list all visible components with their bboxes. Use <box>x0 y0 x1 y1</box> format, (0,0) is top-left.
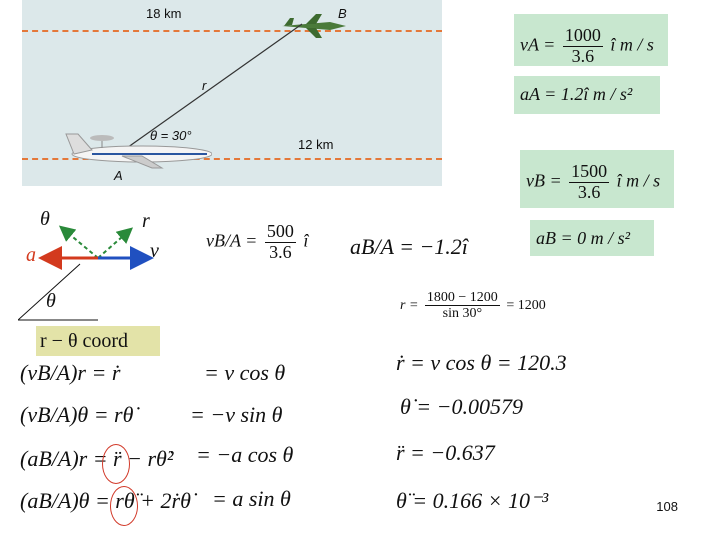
jet-b-icon <box>282 14 346 38</box>
neg-v-sin-theta-eq: = −v sin θ <box>190 402 283 427</box>
r-distance-numerator: 1800 − 1200 <box>424 290 500 307</box>
distance-18km-label: 18 km <box>146 6 182 21</box>
velocity-a-denominator: 3.6 <box>571 45 595 66</box>
r-distance-eq: r = 1800 − 1200 sin 30° = 1200 <box>400 290 546 322</box>
angle-theta-label: θ = 30° <box>150 128 192 143</box>
velocity-r-component: (vB/A)r = ṙ <box>20 360 121 385</box>
highlight-circle-r-ddot <box>102 444 130 484</box>
distance-12km-label: 12 km <box>298 137 334 152</box>
plane-b-label: B <box>338 6 347 21</box>
vector-diagram <box>18 225 154 321</box>
plane-a-label: A <box>114 168 123 183</box>
diagram-a-label: a <box>26 244 36 266</box>
highlight-circle-theta-ddot <box>110 486 138 526</box>
velocity-b-numerator: 1500 <box>569 161 610 183</box>
velocity-b-unit: î m / s <box>616 170 661 191</box>
velocity-b-denominator: 3.6 <box>577 181 601 202</box>
diagram-theta2-label: θ <box>46 290 56 312</box>
diagram-v-label: v <box>150 240 159 262</box>
path-line-b <box>22 30 442 32</box>
airliner-a-icon <box>65 133 212 169</box>
velocity-b-lhs: vB = <box>526 170 562 191</box>
relative-velocity-unit: î <box>303 230 309 251</box>
theta-dot-result: θ̇ = −0.00579 <box>400 394 523 419</box>
acceleration-b-text: aB = 0 m / s² <box>536 228 631 248</box>
coord-label: r − θ coord <box>36 326 160 356</box>
velocity-a-box: vA = 1000 3.6 î m / s <box>514 14 668 66</box>
page-number: 108 <box>656 499 678 514</box>
velocity-a-numerator: 1000 <box>562 25 603 47</box>
acceleration-r-component: (aB/A)r = r̈ − rθ̇² <box>20 446 174 471</box>
r-distance-denominator: sin 30° <box>442 306 483 322</box>
aircraft-illustration: 18 km B r θ = 30° 12 km A <box>22 0 442 186</box>
r-distance-rhs: = 1200 <box>506 298 546 314</box>
line-r-label: r <box>202 78 207 93</box>
r-dot-result: ṙ = v cos θ = 120.3 <box>396 350 567 375</box>
relative-velocity-denominator: 3.6 <box>269 241 292 262</box>
acceleration-a-text: aA = 1.2î m / s² <box>520 84 633 104</box>
velocity-a-unit: î m / s <box>610 34 654 55</box>
relative-velocity-numerator: 500 <box>264 221 296 243</box>
relative-acceleration-eq: aB/A = −1.2î <box>350 234 468 259</box>
v-cos-theta-eq: = v cos θ <box>204 360 286 385</box>
velocity-theta-component: (vB/A)θ = rθ̇ <box>20 402 134 427</box>
line-r <box>123 23 303 151</box>
r-distance-lhs: r = <box>400 298 419 314</box>
diagram-theta-label: θ <box>40 208 50 230</box>
acceleration-theta-component: (aB/A)θ = rθ̈ + 2ṙθ̇ <box>20 488 191 513</box>
velocity-a-lhs: vA = <box>520 34 556 55</box>
velocity-b-box: vB = 1500 3.6 î m / s <box>520 150 674 208</box>
neg-a-cos-theta-eq: = −a cos θ <box>196 442 294 467</box>
acceleration-a-box: aA = 1.2î m / s² <box>514 76 660 114</box>
r-ddot-result: r̈ = −0.637 <box>396 440 495 465</box>
relative-velocity-lhs: vB/A = <box>206 230 258 251</box>
acceleration-b-box: aB = 0 m / s² <box>530 220 654 256</box>
diagram-r-label: r <box>142 210 150 232</box>
a-sin-theta-eq: = a sin θ <box>212 486 291 511</box>
theta-ddot-result: θ̈ = 0.166 × 10⁻³ <box>396 488 549 513</box>
path-line-a <box>22 158 442 160</box>
relative-velocity-eq: vB/A = 500 3.6 î <box>206 221 309 263</box>
